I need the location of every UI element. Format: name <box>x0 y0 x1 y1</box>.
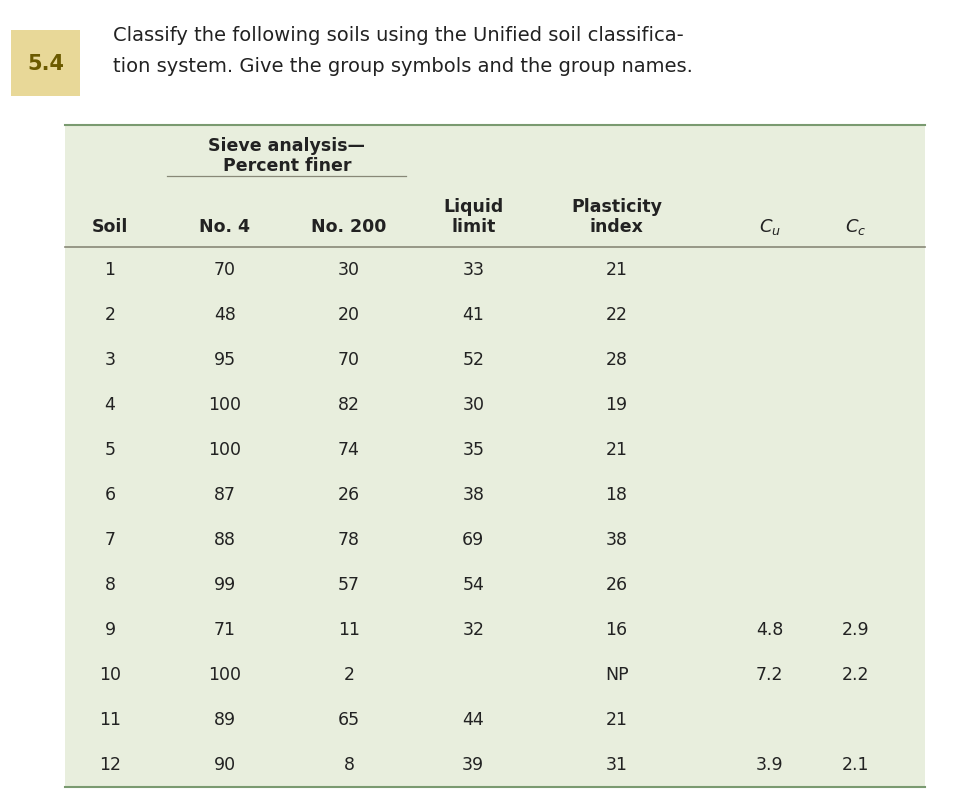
Text: 7.2: 7.2 <box>756 665 783 684</box>
Text: 100: 100 <box>208 396 241 414</box>
Text: 57: 57 <box>337 576 360 594</box>
Text: Plasticity: Plasticity <box>571 198 663 216</box>
Text: 10: 10 <box>98 665 121 684</box>
Text: Liquid: Liquid <box>443 198 504 216</box>
Text: 31: 31 <box>605 755 628 773</box>
Text: 21: 21 <box>605 710 628 728</box>
Text: 71: 71 <box>213 620 236 638</box>
Text: 30: 30 <box>462 396 485 414</box>
Text: 19: 19 <box>605 396 628 414</box>
Text: 11: 11 <box>98 710 121 728</box>
Text: 78: 78 <box>337 530 360 548</box>
Text: 88: 88 <box>213 530 236 548</box>
Text: 100: 100 <box>208 665 241 684</box>
Text: limit: limit <box>451 218 495 236</box>
Text: 7: 7 <box>104 530 116 548</box>
Text: 30: 30 <box>337 261 360 279</box>
Text: 48: 48 <box>214 306 235 324</box>
Text: 87: 87 <box>213 486 236 504</box>
Text: 4.8: 4.8 <box>756 620 783 638</box>
Text: 28: 28 <box>605 350 628 369</box>
Text: 95: 95 <box>213 350 236 369</box>
Text: NP: NP <box>605 665 628 684</box>
Text: 6: 6 <box>104 486 116 504</box>
Text: 100: 100 <box>208 440 241 458</box>
Text: 70: 70 <box>213 261 236 279</box>
Text: 99: 99 <box>213 576 236 594</box>
Text: 8: 8 <box>104 576 116 594</box>
Text: 26: 26 <box>337 486 360 504</box>
Text: 18: 18 <box>605 486 628 504</box>
Text: 1: 1 <box>104 261 116 279</box>
Text: 38: 38 <box>462 486 485 504</box>
Text: 2.9: 2.9 <box>842 620 869 638</box>
Text: 11: 11 <box>337 620 360 638</box>
Text: 90: 90 <box>213 755 236 773</box>
Text: 21: 21 <box>605 440 628 458</box>
Text: 41: 41 <box>463 306 484 324</box>
Text: 2.2: 2.2 <box>842 665 869 684</box>
Text: 26: 26 <box>605 576 628 594</box>
Text: 2: 2 <box>104 306 116 324</box>
Text: 74: 74 <box>338 440 359 458</box>
Text: 5: 5 <box>104 440 116 458</box>
Text: 3.9: 3.9 <box>756 755 783 773</box>
Text: 35: 35 <box>462 440 485 458</box>
Text: 21: 21 <box>605 261 628 279</box>
Text: 33: 33 <box>462 261 485 279</box>
Text: 2: 2 <box>343 665 355 684</box>
Text: 54: 54 <box>463 576 484 594</box>
Text: index: index <box>590 218 643 236</box>
Text: 22: 22 <box>605 306 628 324</box>
Text: 39: 39 <box>462 755 485 773</box>
Text: 82: 82 <box>337 396 360 414</box>
Text: 89: 89 <box>213 710 236 728</box>
Text: 16: 16 <box>605 620 628 638</box>
Text: Sieve analysis—: Sieve analysis— <box>208 137 365 155</box>
Text: 3: 3 <box>104 350 116 369</box>
Text: 32: 32 <box>462 620 485 638</box>
Text: 20: 20 <box>337 306 360 324</box>
Text: Soil: Soil <box>92 218 128 236</box>
Text: No. 200: No. 200 <box>312 218 386 236</box>
Text: tion system. Give the group symbols and the group names.: tion system. Give the group symbols and … <box>113 57 693 76</box>
Text: 12: 12 <box>98 755 121 773</box>
Text: $C_c$: $C_c$ <box>845 217 866 237</box>
Text: No. 4: No. 4 <box>199 218 250 236</box>
Text: 44: 44 <box>463 710 484 728</box>
Text: Percent finer: Percent finer <box>223 157 351 174</box>
Text: 4: 4 <box>104 396 116 414</box>
Text: 52: 52 <box>462 350 485 369</box>
Text: 5.4: 5.4 <box>28 54 64 74</box>
Text: 70: 70 <box>337 350 360 369</box>
Text: 65: 65 <box>337 710 360 728</box>
Text: 69: 69 <box>462 530 485 548</box>
Text: 38: 38 <box>605 530 628 548</box>
Text: $C_u$: $C_u$ <box>758 217 781 237</box>
Text: 2.1: 2.1 <box>842 755 869 773</box>
Text: Classify the following soils using the Unified soil classifica-: Classify the following soils using the U… <box>113 26 684 45</box>
Text: 9: 9 <box>104 620 116 638</box>
Text: 8: 8 <box>343 755 355 773</box>
